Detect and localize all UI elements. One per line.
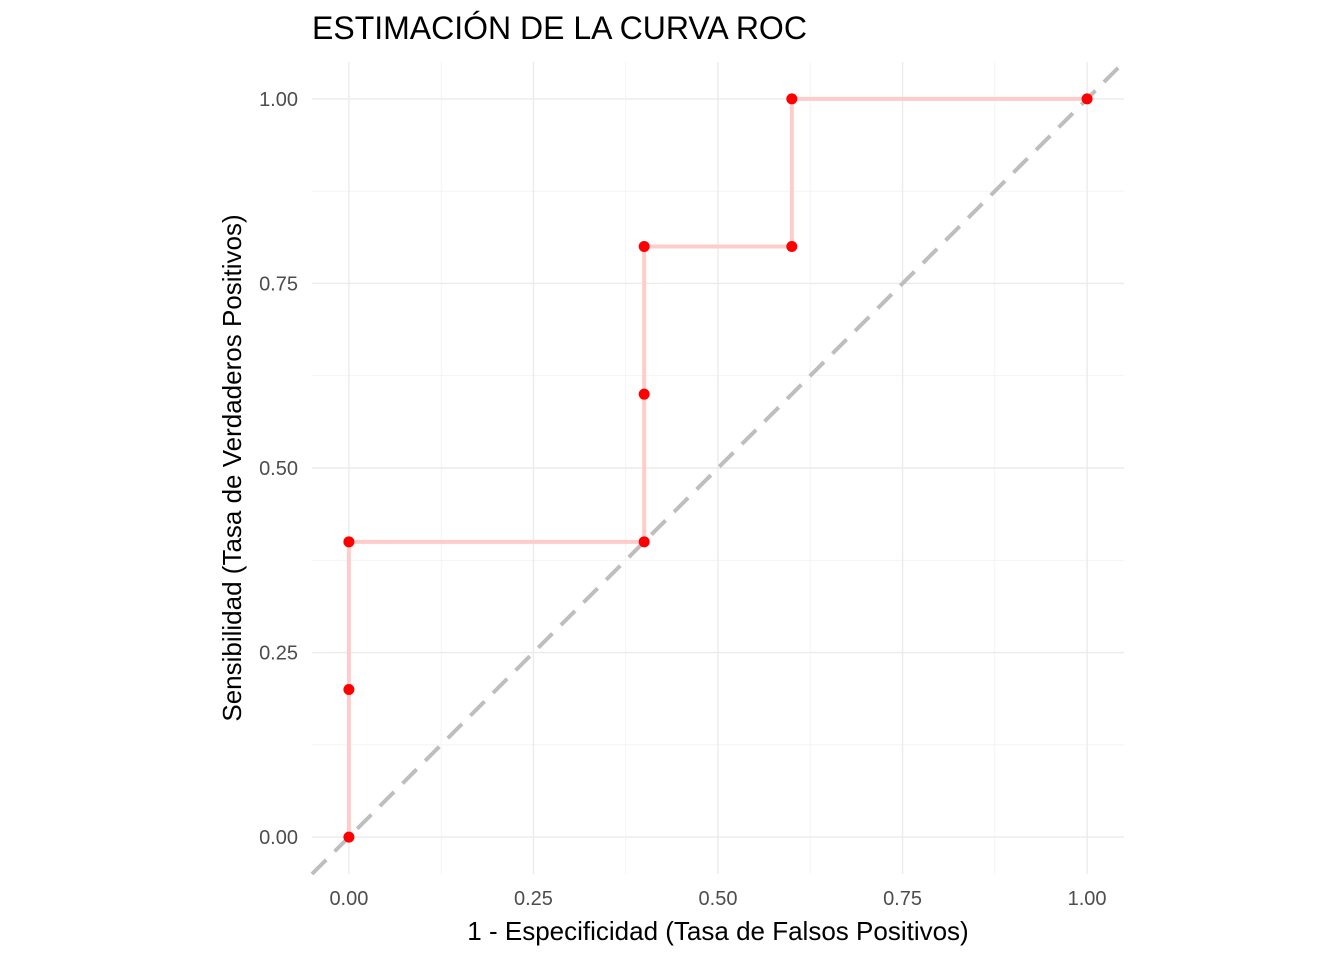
major-gridlines bbox=[312, 62, 1124, 874]
y-tick-label: 1.00 bbox=[259, 89, 298, 111]
y-tick-label: 0.75 bbox=[259, 273, 298, 295]
roc-point bbox=[638, 388, 650, 400]
roc-point bbox=[638, 536, 650, 548]
roc-point bbox=[786, 241, 798, 253]
roc-point bbox=[638, 241, 650, 253]
y-axis-title: Sensibilidad (Tasa de Verdaderos Positiv… bbox=[217, 214, 247, 721]
roc-point bbox=[343, 831, 355, 843]
y-axis-ticks: 0.00 0.25 0.50 0.75 1.00 bbox=[259, 89, 298, 849]
x-tick-label: 0.25 bbox=[514, 888, 553, 910]
y-tick-label: 0.25 bbox=[259, 643, 298, 665]
x-axis-ticks: 0.00 0.25 0.50 0.75 1.00 bbox=[329, 888, 1106, 910]
x-tick-label: 0.50 bbox=[699, 888, 738, 910]
x-tick-label: 0.75 bbox=[883, 888, 922, 910]
roc-point bbox=[786, 93, 798, 105]
roc-points bbox=[343, 93, 1093, 843]
x-tick-label: 1.00 bbox=[1068, 888, 1107, 910]
roc-point bbox=[343, 683, 355, 695]
x-axis-title: 1 - Especificidad (Tasa de Falsos Positi… bbox=[467, 916, 968, 946]
y-tick-label: 0.00 bbox=[259, 827, 298, 849]
roc-point bbox=[1081, 93, 1093, 105]
roc-point bbox=[343, 536, 355, 548]
chart-title: ESTIMACIÓN DE LA CURVA ROC bbox=[312, 10, 807, 46]
x-tick-label: 0.00 bbox=[329, 888, 368, 910]
y-tick-label: 0.50 bbox=[259, 458, 298, 480]
